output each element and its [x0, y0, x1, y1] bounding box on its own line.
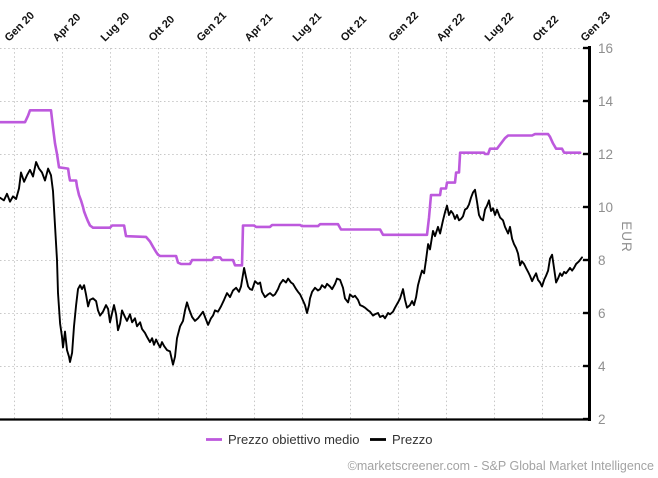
y-tick-label-2: 2: [598, 412, 606, 427]
y-axis-title: EUR: [619, 221, 634, 253]
x-tick-label-12: Gen 23: [579, 10, 613, 44]
y-tick-label-12: 12: [598, 147, 613, 162]
series-lines: [0, 109, 583, 366]
y-tick-label-4: 4: [598, 359, 606, 374]
y-tick-label-10: 10: [598, 200, 613, 215]
y-tick-label-8: 8: [598, 253, 606, 268]
x-tick-label-5: Apr 21: [243, 11, 276, 44]
legend: Prezzo obiettivo medio Prezzo: [206, 432, 432, 447]
x-tick-label-10: Lug 22: [483, 11, 517, 45]
y-tick-label-6: 6: [598, 306, 606, 321]
footer-credit: ©marketscreener.com - S&P Global Market …: [348, 459, 654, 473]
series-line-price: [0, 161, 583, 366]
series-line-target-price: [0, 109, 582, 267]
x-tick-label-9: Apr 22: [435, 11, 468, 44]
legend-label-target-price: Prezzo obiettivo medio: [228, 432, 360, 447]
x-tick-label-6: Lug 21: [291, 11, 325, 45]
axes: [0, 46, 591, 421]
legend-label-price: Prezzo: [392, 432, 432, 447]
x-tick-label-1: Apr 20: [51, 11, 84, 44]
x-tick-label-3: Ott 20: [147, 14, 178, 45]
gridlines: [0, 48, 591, 419]
x-tick-label-8: Gen 22: [387, 10, 421, 44]
x-tick-label-4: Gen 21: [195, 10, 229, 44]
y-axis-labels: 2 4 6 8 10 12 14 16: [598, 41, 614, 427]
y-tick-label-14: 14: [598, 94, 614, 109]
x-tick-label-2: Lug 20: [99, 11, 133, 45]
x-axis-labels: Gen 20 Apr 20 Lug 20 Ott 20 Gen 21 Apr 21 Lug …: [3, 10, 613, 44]
x-tick-label-11: Ott 22: [531, 14, 562, 45]
x-tick-label-0: Gen 20: [3, 10, 37, 44]
x-tick-label-7: Ott 21: [339, 14, 370, 45]
y-tick-label-16: 16: [598, 41, 613, 56]
